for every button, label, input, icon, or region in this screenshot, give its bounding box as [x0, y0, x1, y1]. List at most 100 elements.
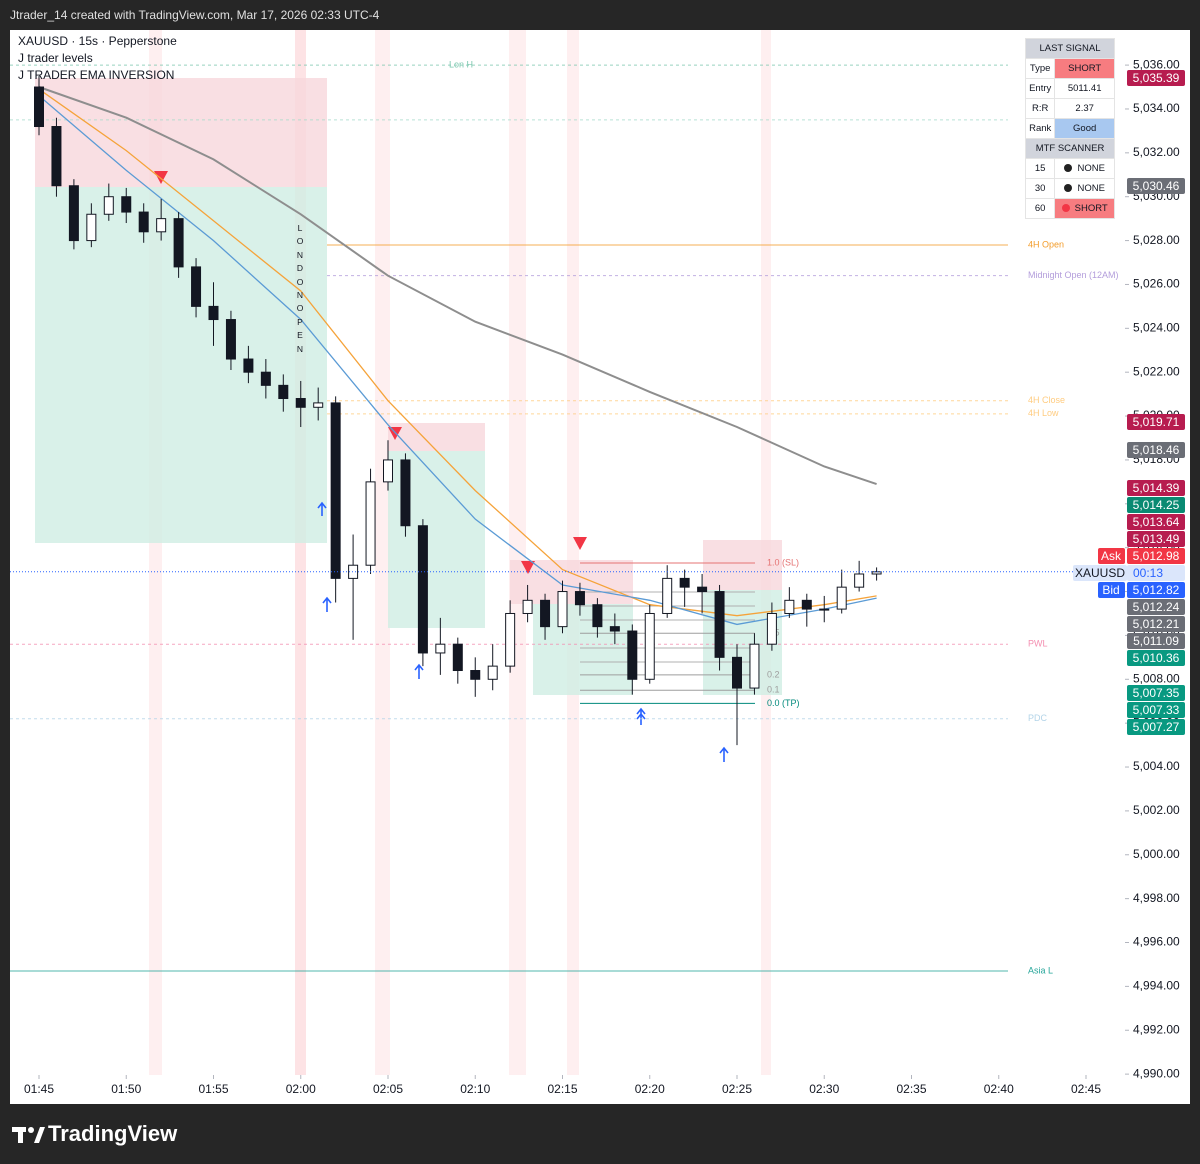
candle-body — [609, 626, 620, 632]
price-tag-prefix-label: Bid — [1102, 583, 1119, 597]
symbol-title: XAUUSD · 15s · Pepperstone — [18, 34, 177, 48]
candle-body — [452, 643, 463, 672]
candle-body — [662, 577, 673, 614]
x-tick-label: 02:00 — [286, 1082, 316, 1096]
candle-body — [592, 604, 603, 628]
price-tag — [1127, 531, 1185, 547]
session-stripe — [375, 30, 390, 1075]
y-tick-label: 5,026.00 — [1133, 277, 1180, 291]
indicator-name: J trader levels — [18, 51, 93, 65]
candle-body — [784, 599, 795, 614]
cell: SHORT — [1054, 198, 1115, 219]
x-tick-label: 02:15 — [547, 1082, 577, 1096]
cell: Rank — [1024, 118, 1056, 139]
candle-body — [260, 371, 271, 386]
candle-body — [819, 608, 830, 611]
price-tag-label: 5,007.35 — [1133, 686, 1180, 700]
x-tick-label: 01:45 — [24, 1082, 54, 1096]
price-tag — [1127, 719, 1185, 735]
y-tick-label: 4,996.00 — [1133, 935, 1180, 949]
x-tick-label: 02:45 — [1071, 1082, 1101, 1096]
price-tag-prefix-label: Ask — [1101, 549, 1122, 563]
candle-body — [348, 564, 359, 579]
candle-body — [225, 319, 236, 360]
x-tick-label: 01:50 — [111, 1082, 141, 1096]
candle-body — [732, 656, 742, 689]
fib-label: 0.1 — [767, 685, 780, 695]
candle-body — [383, 459, 393, 483]
candle-body — [435, 643, 446, 654]
y-tick-label: 4,994.00 — [1133, 979, 1180, 993]
y-tick-label: 5,036.00 — [1133, 57, 1180, 71]
candle-body — [470, 670, 481, 680]
price-tag — [1127, 616, 1185, 632]
candle-body — [697, 586, 708, 593]
y-tick-label: 5,022.00 — [1133, 364, 1180, 378]
candle-body — [103, 196, 114, 215]
price-tag — [1127, 548, 1185, 564]
x-tick-label: 02:30 — [809, 1082, 839, 1096]
indicator-name: J TRADER EMA INVERSION — [18, 68, 174, 82]
y-tick-label: 5,008.00 — [1133, 671, 1180, 685]
price-tag-label: 5,035.39 — [1133, 71, 1180, 85]
price-tag — [1127, 497, 1185, 513]
cell: Entry — [1024, 78, 1056, 99]
price-tag-label: 5,019.71 — [1133, 415, 1180, 429]
brand-logo — [12, 1127, 45, 1143]
price-tag-label: 5,018.46 — [1133, 443, 1180, 457]
table-title: MTF SCANNER — [1025, 138, 1115, 159]
status-dot — [1064, 184, 1073, 192]
price-tag — [1127, 599, 1185, 615]
price-tag — [1127, 702, 1185, 718]
stop-zone — [35, 78, 327, 187]
fib-label: 0.2 — [767, 669, 780, 679]
price-tag — [1127, 685, 1185, 701]
fib-label: 1.0 (SL) — [767, 557, 799, 567]
cell: NONE — [1054, 178, 1115, 199]
status-dot — [1064, 164, 1073, 172]
price-tag — [1127, 633, 1185, 649]
candle-body — [505, 612, 516, 667]
status: SHORT — [1074, 203, 1108, 214]
fib-label: 0.0 (TP) — [767, 698, 800, 708]
price-tag-prefix — [1098, 548, 1125, 564]
candle-body — [313, 402, 324, 408]
candle-body — [400, 459, 411, 527]
signal-table: LAST SIGNAL Type SHORT Entry 5011.41 R:R 2.… — [1024, 38, 1115, 219]
candle-body — [243, 358, 254, 373]
candle-body — [836, 586, 847, 610]
price-tag — [1127, 650, 1185, 666]
candle-body — [574, 591, 585, 606]
price-tag-label: 5,012.21 — [1133, 617, 1180, 631]
status: NONE — [1077, 183, 1105, 194]
cell: NONE — [1054, 158, 1115, 179]
candle-body — [278, 384, 289, 400]
candle-body — [801, 599, 812, 610]
sell-signals — [154, 171, 587, 574]
candle-body — [714, 591, 725, 658]
ema-line — [38, 88, 877, 617]
price-tag — [1127, 70, 1185, 86]
price-tag-label: 5,007.33 — [1133, 703, 1180, 717]
ema-line — [38, 86, 877, 486]
candle-body — [365, 481, 376, 566]
price-tag — [1127, 582, 1185, 598]
cell: SHORT — [1054, 58, 1115, 79]
y-tick-label: 4,992.00 — [1133, 1022, 1180, 1036]
candle-body — [191, 266, 202, 307]
session-stripe — [295, 30, 306, 1075]
symbol-tag-label: XAUUSD — [1075, 566, 1125, 580]
price-tag — [1127, 514, 1185, 530]
level-label: PDC — [1028, 713, 1048, 723]
table-title: LAST SIGNAL — [1025, 38, 1115, 59]
candle-body — [208, 305, 219, 321]
candle-body — [417, 525, 428, 654]
price-tag-label: 5,012.82 — [1133, 583, 1180, 597]
price-tag-label: 5,011.09 — [1133, 634, 1179, 648]
level-label: Midnight Open (12AM) — [1028, 270, 1119, 280]
price-tag-label: 5,030.46 — [1133, 179, 1180, 193]
x-tick-label: 01:55 — [198, 1082, 228, 1096]
price-tag — [1127, 178, 1185, 194]
candle-body — [854, 573, 865, 588]
